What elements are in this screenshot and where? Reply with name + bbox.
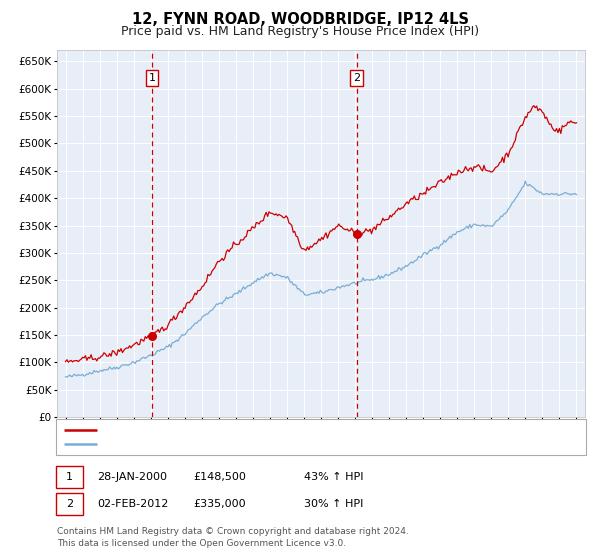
Text: 12, FYNN ROAD, WOODBRIDGE, IP12 4LS (detached house): 12, FYNN ROAD, WOODBRIDGE, IP12 4LS (det… bbox=[104, 425, 435, 435]
Text: 02-FEB-2012: 02-FEB-2012 bbox=[97, 499, 169, 509]
Text: £335,000: £335,000 bbox=[193, 499, 246, 509]
Text: 1: 1 bbox=[148, 73, 155, 83]
Text: Contains HM Land Registry data © Crown copyright and database right 2024.: Contains HM Land Registry data © Crown c… bbox=[57, 528, 409, 536]
Text: 28-JAN-2000: 28-JAN-2000 bbox=[97, 472, 167, 482]
Text: 30% ↑ HPI: 30% ↑ HPI bbox=[304, 499, 364, 509]
Text: £148,500: £148,500 bbox=[193, 472, 246, 482]
Text: 2: 2 bbox=[66, 499, 73, 509]
Text: 2: 2 bbox=[353, 73, 360, 83]
Text: 12, FYNN ROAD, WOODBRIDGE, IP12 4LS: 12, FYNN ROAD, WOODBRIDGE, IP12 4LS bbox=[131, 12, 469, 27]
Text: 43% ↑ HPI: 43% ↑ HPI bbox=[304, 472, 364, 482]
Text: This data is licensed under the Open Government Licence v3.0.: This data is licensed under the Open Gov… bbox=[57, 539, 346, 548]
Text: HPI: Average price, detached house, East Suffolk: HPI: Average price, detached house, East… bbox=[104, 439, 377, 449]
Text: 1: 1 bbox=[66, 472, 73, 482]
Text: Price paid vs. HM Land Registry's House Price Index (HPI): Price paid vs. HM Land Registry's House … bbox=[121, 25, 479, 38]
